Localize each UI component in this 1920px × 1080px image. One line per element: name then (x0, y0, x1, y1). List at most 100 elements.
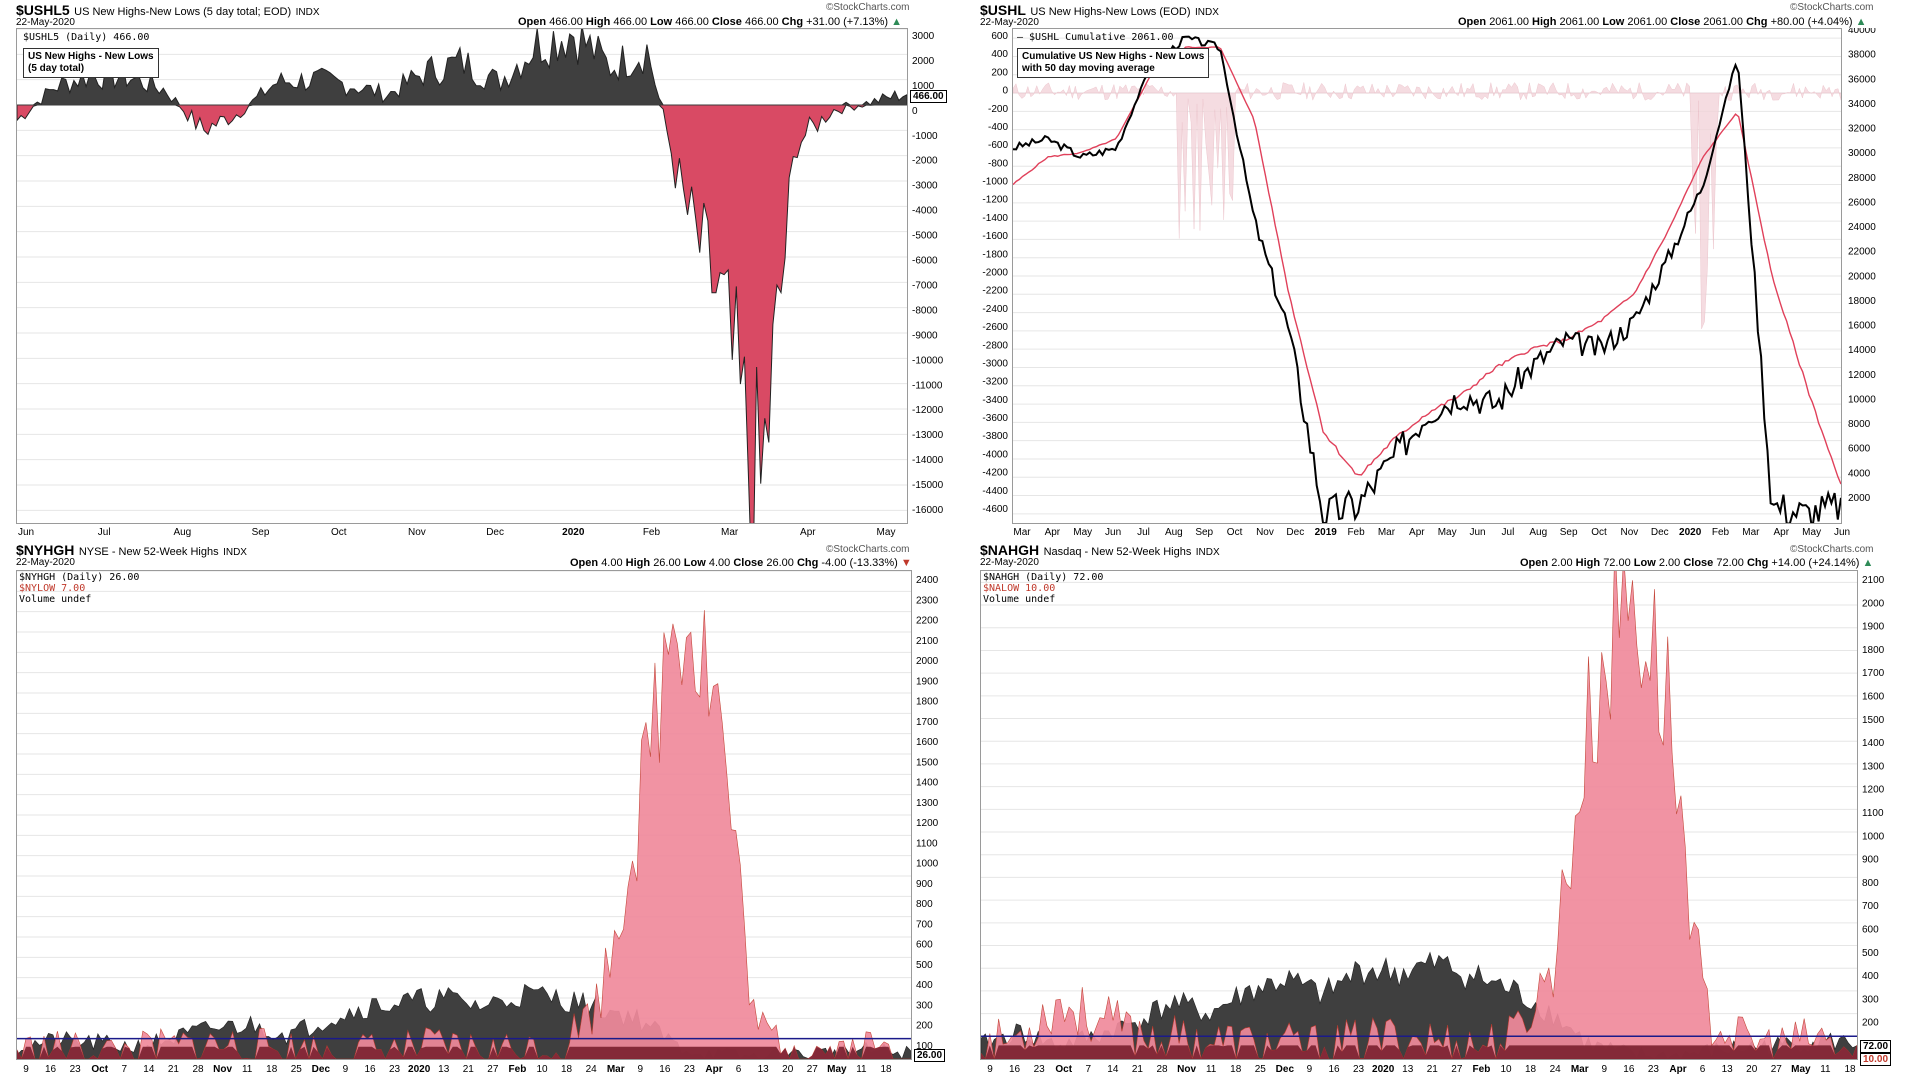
y-tick-label-left: -1800 (982, 249, 1008, 260)
x-axis: Mar Apr May Jun Jul Aug Sep Oct Nov Dec 2019 Feb Mar… (1013, 527, 1850, 538)
chart-svg (1013, 35, 1841, 523)
symbol[interactable]: $USHL (980, 2, 1026, 18)
x-tick-label: Apr (1045, 527, 1061, 538)
chart-date: 22-May-2020 (980, 557, 1039, 568)
x-tick-label: 11 (856, 1064, 867, 1075)
x-tick-label: 18 (1525, 1064, 1537, 1075)
symbol[interactable]: $NYHGH (16, 542, 75, 558)
brand[interactable]: ©StockCharts.com (1790, 544, 1874, 555)
x-tick-label: 14 (1107, 1064, 1119, 1075)
x-tick-label: Mar (1742, 527, 1760, 538)
ohlc-readout: Open 2061.00 High 2061.00 Low 2061.00 Cl… (1458, 16, 1867, 28)
x-tick-label: 24 (1550, 1064, 1562, 1075)
annotation-box: US New Highs - New Lows (5 day total) (23, 48, 159, 78)
y-tick-label: 2300 (916, 595, 939, 606)
plot-area[interactable]: — $USHL Cumulative 2061.00 Cumulative US… (1012, 28, 1842, 524)
x-tick-label: 25 (291, 1064, 303, 1075)
change-value: +31.00 (+7.13%) (806, 16, 889, 28)
symbol-name: NYSE - New 52-Week Highs (78, 546, 219, 558)
annotation-box: Cumulative US New Highs - New Lows with … (1017, 48, 1210, 78)
y-tick-label-left: -1000 (982, 177, 1008, 188)
x-tick-label: 9 (1602, 1064, 1608, 1075)
y-tick-label: 1600 (916, 737, 939, 748)
x-tick-label: 7 (122, 1064, 128, 1075)
x-tick-label: Apr (1669, 1064, 1686, 1075)
y-tick-label-left: -3200 (982, 377, 1008, 388)
high-value: 72.00 (1603, 557, 1631, 569)
y-tick-label: 600 (1862, 925, 1879, 936)
y-tick-label-right: 4000 (1848, 468, 1871, 479)
x-tick-label: Mar (1013, 527, 1031, 538)
x-tick-label: Dec (486, 527, 504, 538)
y-tick-label: 700 (916, 919, 933, 930)
symbol[interactable]: $NAHGH (980, 542, 1040, 558)
y-tick-label-right: 6000 (1848, 444, 1871, 455)
last-value-badge: 72.00 (1860, 1040, 1892, 1053)
x-tick-label: 13 (1722, 1064, 1734, 1075)
y-tick-label: 200 (1862, 1018, 1879, 1029)
chart-date: 22-May-2020 (980, 17, 1039, 28)
symbol-name: US New Highs-New Lows (EOD) (1030, 6, 1191, 18)
y-tick-label-left: -4400 (982, 486, 1008, 497)
brand[interactable]: ©StockCharts.com (826, 2, 910, 13)
y-tick-label-right: 24000 (1848, 222, 1876, 233)
x-tick-label: Apr (800, 527, 816, 538)
x-tick-label: Dec (1286, 527, 1304, 538)
y-axis: 2100 2000 1900 1800 1700 1600 1500 1400 1300 1200… (1862, 575, 1885, 1052)
brand[interactable]: ©StockCharts.com (826, 544, 910, 555)
y-tick-label-left: -400 (988, 122, 1008, 133)
y-tick-label: 900 (1862, 855, 1879, 866)
lows-area (17, 610, 911, 1059)
x-tick-label: 9 (343, 1064, 349, 1075)
y-tick-label-left: -2600 (982, 322, 1008, 333)
plot-area[interactable]: $NAHGH (Daily) 72.00 $NALOW 10.00 Volume… (980, 570, 1858, 1060)
y-tick-label: 400 (1862, 971, 1879, 982)
y-tick-label: 2200 (916, 616, 939, 627)
y-tick-label-left: -200 (988, 104, 1008, 115)
y-tick-label: -8000 (912, 305, 938, 316)
x-tick-label: 16 (1623, 1064, 1635, 1075)
x-tick-label: 11 (1206, 1064, 1217, 1075)
x-tick-label: 13 (438, 1064, 450, 1075)
y-tick-label-left: -1200 (982, 195, 1008, 206)
legend-series-highs: $NYHGH (Daily) 26.00 (19, 572, 140, 583)
y-tick-label-left: 0 (1002, 86, 1008, 97)
open-value: 2061.00 (1489, 16, 1529, 28)
y-tick-label-left: -3400 (982, 395, 1008, 406)
plot-area[interactable]: $NYHGH (Daily) 26.00 $NYLOW 7.00 Volume … (16, 570, 912, 1060)
y-tick-label: 300 (916, 1000, 933, 1011)
open-value: 4.00 (601, 557, 623, 569)
y-tick-label-left: -800 (988, 158, 1008, 169)
y-tick-label: 400 (916, 980, 933, 991)
y-tick-label: 2100 (916, 636, 939, 647)
y-tick-label: 1200 (916, 818, 939, 829)
x-tick-label: 16 (659, 1064, 671, 1075)
x-tick-label: May (1791, 1064, 1811, 1075)
x-tick-label: 2019 (1315, 527, 1338, 538)
y-axis: 2400 2300 2200 2100 2000 1900 1800 1700 1600 1500… (916, 575, 939, 1052)
high-value: 466.00 (613, 16, 648, 28)
brand[interactable]: ©StockCharts.com (1790, 2, 1874, 13)
change-value: +80.00 (+4.04%) (1770, 16, 1853, 28)
x-tick-label: Nov (1256, 527, 1274, 538)
symbol[interactable]: $USHL5 (16, 2, 70, 18)
y-tick-label: -14000 (912, 455, 944, 466)
x-tick-label: 6 (736, 1064, 742, 1075)
x-tick-label: May (877, 527, 896, 538)
y-tick-label: 1600 (1862, 692, 1885, 703)
x-tick-label: 28 (1156, 1064, 1168, 1075)
y-tick-label-right: 30000 (1848, 148, 1876, 159)
close-value: 72.00 (1716, 557, 1744, 569)
x-tick-label: 21 (463, 1064, 475, 1075)
y-tick-label-right: 32000 (1848, 124, 1876, 135)
x-tick-label: Jun (1834, 527, 1850, 538)
x-tick-label: Oct (1055, 1064, 1072, 1075)
x-tick-label: 10 (1500, 1064, 1512, 1075)
x-tick-label: 27 (487, 1064, 499, 1075)
y-tick-label-right: 18000 (1848, 296, 1876, 307)
y-tick-label: 1300 (1862, 761, 1885, 772)
y-tick-label-right: 16000 (1848, 321, 1876, 332)
x-tick-label: 18 (880, 1064, 892, 1075)
down-arrow-icon: ▼ (900, 557, 912, 569)
plot-area[interactable]: $USHL5 (Daily) 466.00 US New Highs - New… (16, 28, 908, 524)
